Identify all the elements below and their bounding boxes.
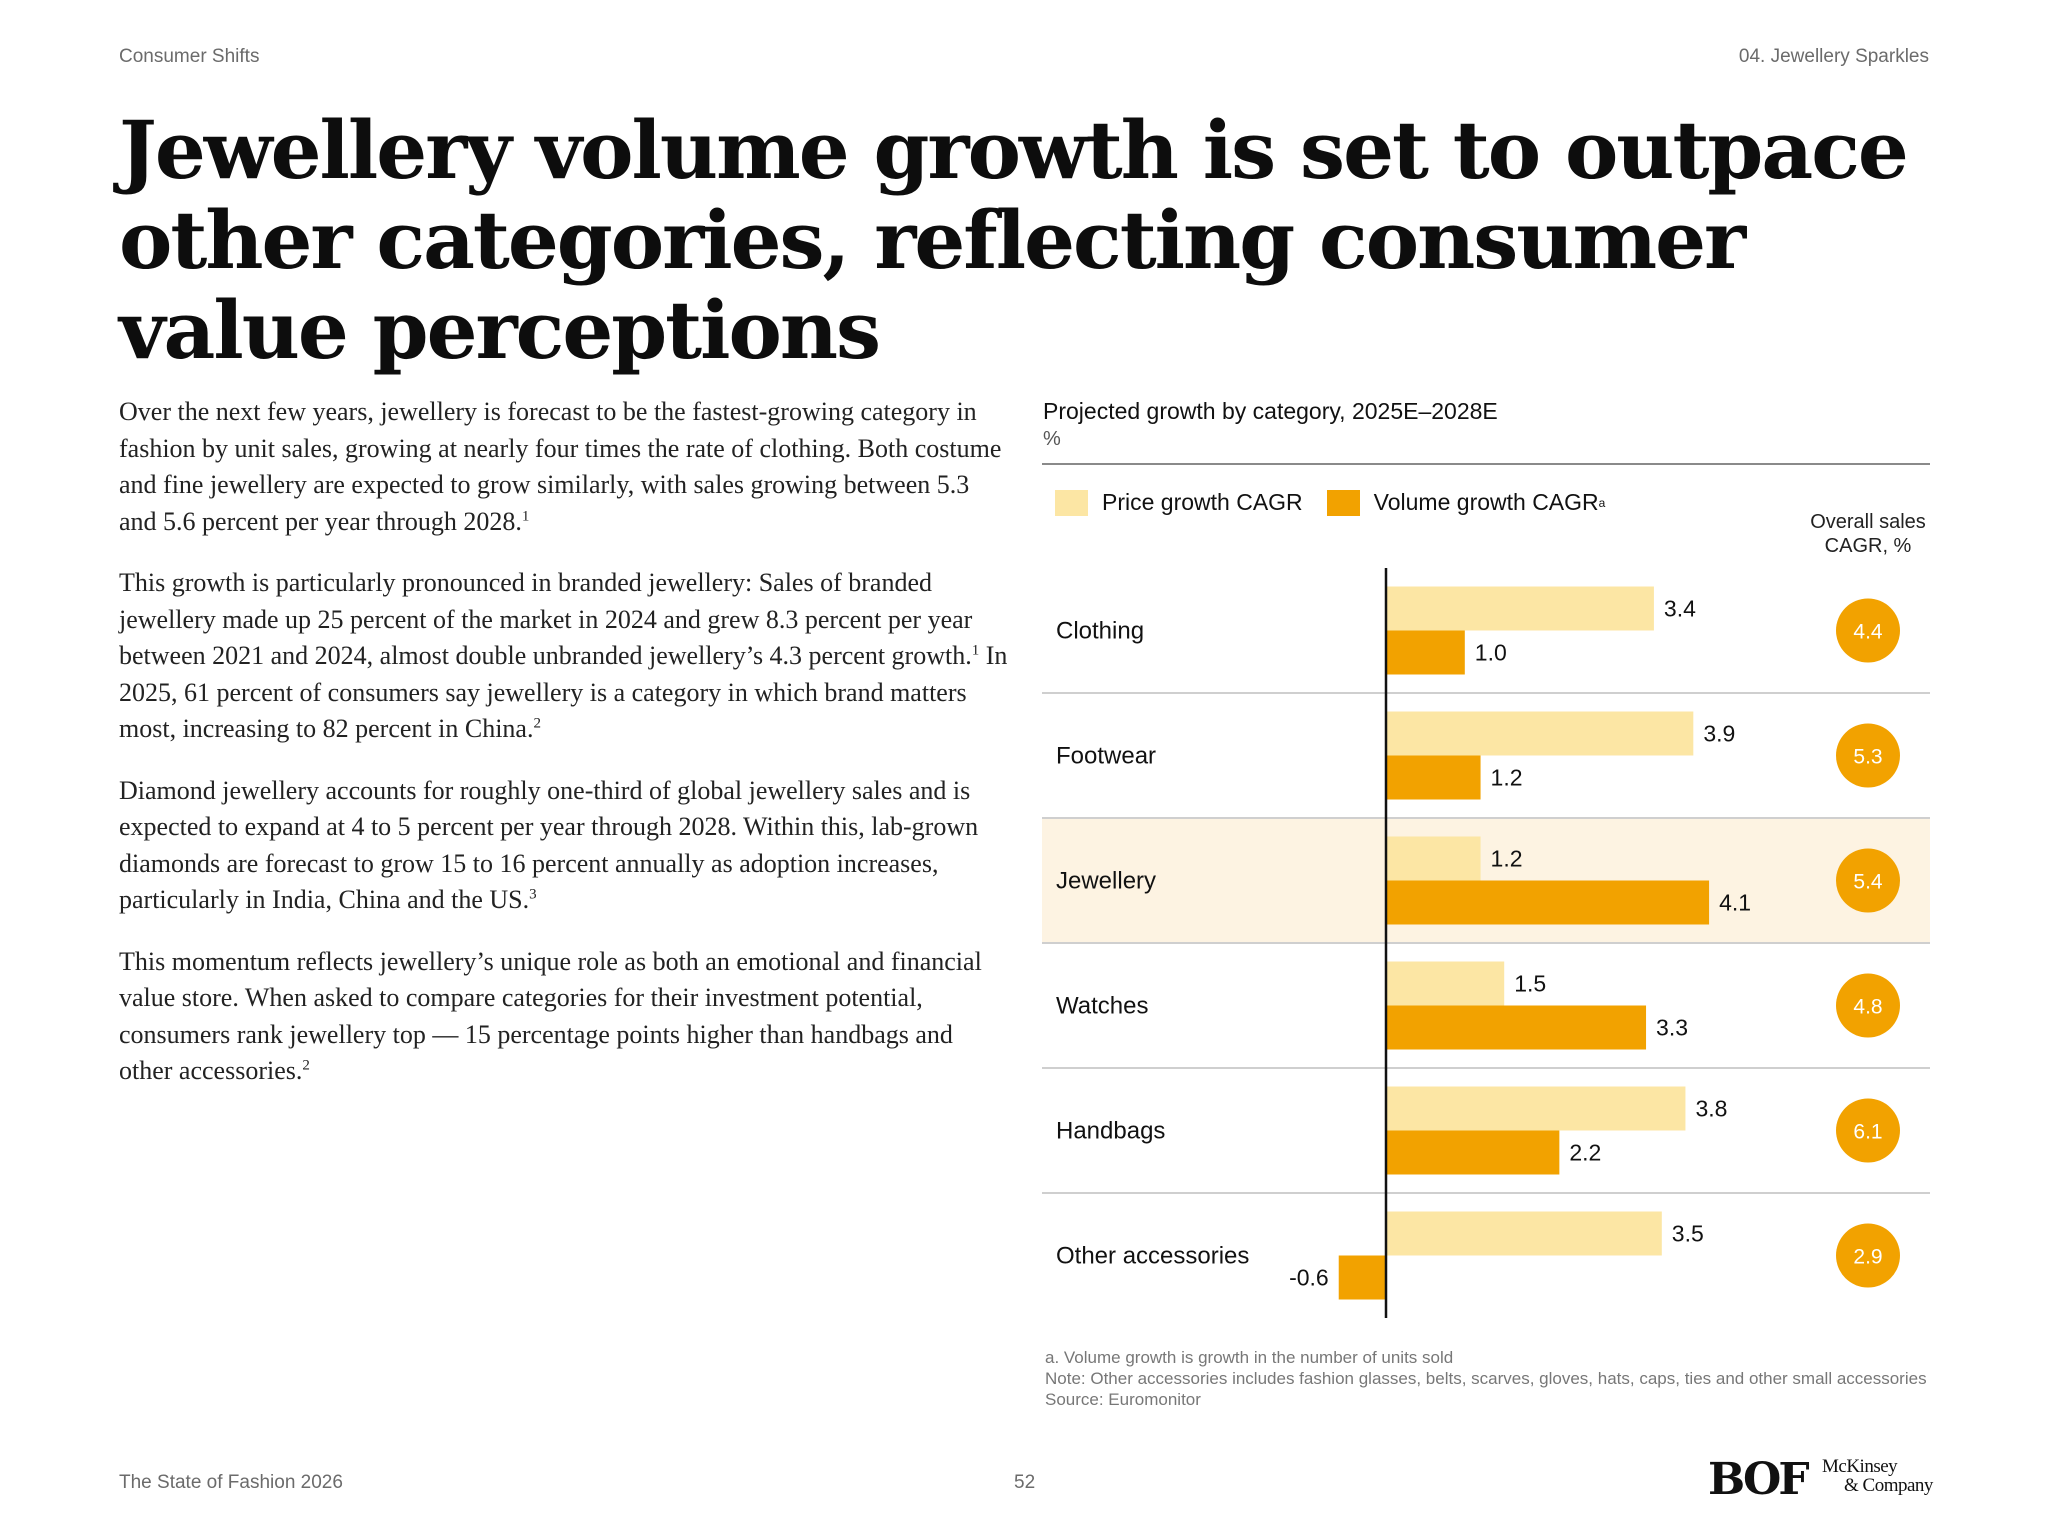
section-label: Consumer Shifts	[119, 46, 260, 67]
price-bar	[1386, 961, 1505, 1006]
overall-value: 5.4	[1853, 871, 1883, 894]
paragraph: Over the next few years, jewellery is fo…	[119, 394, 1009, 540]
bof-logo: BOF	[1708, 1454, 1810, 1505]
overall-value: 5.3	[1853, 746, 1882, 769]
data-label: 1.0	[1475, 640, 1507, 666]
price-bar	[1386, 586, 1654, 631]
footnote-ref: 2	[533, 715, 541, 732]
footnote-ref: 1	[971, 642, 980, 659]
overall-header: Overall sales CAGR, %	[1810, 511, 1926, 557]
footnote-ref: 3	[529, 886, 537, 903]
paragraph-text: This momentum reflects jewellery’s uniqu…	[119, 946, 982, 1086]
volume-bar	[1386, 880, 1710, 925]
footnote-note: Note: Other accessories includes fashion…	[1045, 1369, 1927, 1388]
data-label: 3.3	[1656, 1015, 1688, 1041]
chapter-label: 04. Jewellery Sparkles	[1738, 46, 1929, 67]
body-text: Over the next few years, jewellery is fo…	[119, 394, 1009, 1115]
publication-name: The State of Fashion 2026	[119, 1472, 343, 1493]
data-label: 1.5	[1514, 971, 1546, 997]
overall-value: 4.8	[1853, 996, 1882, 1019]
category-label: Clothing	[1056, 618, 1144, 645]
paragraph: Diamond jewellery accounts for roughly o…	[119, 773, 1009, 919]
data-label: 4.1	[1719, 890, 1751, 916]
footnote-ref: 1	[521, 507, 530, 524]
page-title: Jewellery volume growth is set to outpac…	[119, 103, 1909, 377]
legend-sup: a	[1598, 495, 1606, 510]
paragraph-text: Over the next few years, jewellery is fo…	[119, 397, 1002, 536]
category-label: Watches	[1056, 993, 1148, 1020]
chart-unit: %	[1043, 428, 1061, 450]
data-label: 1.2	[1491, 765, 1523, 791]
price-bar	[1386, 1211, 1662, 1256]
overall-circle	[1836, 1223, 1900, 1288]
overall-circle	[1836, 598, 1900, 663]
overall-value: 6.1	[1853, 1121, 1882, 1144]
overall-circle	[1836, 973, 1900, 1038]
chart-legend: Price growth CAGR Volume growth CAGR a	[1055, 489, 1605, 516]
data-label: 3.4	[1664, 596, 1696, 622]
price-bar	[1386, 711, 1694, 756]
volume-bar	[1386, 755, 1481, 800]
category-label: Jewellery	[1056, 868, 1156, 895]
footnote-ref: 2	[302, 1057, 310, 1074]
data-label: 3.8	[1695, 1096, 1727, 1122]
data-label: 1.2	[1491, 846, 1523, 872]
footnotes: a. Volume growth is growth in the number…	[1045, 1348, 1945, 1411]
paragraph-text: Diamond jewellery accounts for roughly o…	[119, 775, 979, 915]
data-label: 3.9	[1703, 721, 1735, 747]
legend-label-volume: Volume growth CAGR	[1373, 489, 1599, 515]
footnote-a: a. Volume growth is growth in the number…	[1045, 1348, 1454, 1367]
legend-label-price: Price growth CAGR	[1102, 489, 1303, 515]
paragraph: This growth is particularly pronounced i…	[119, 565, 1009, 748]
data-label: -0.6	[1289, 1265, 1329, 1291]
overall-circle	[1836, 848, 1900, 913]
overall-value: 4.4	[1853, 621, 1883, 644]
legend-swatch-price	[1055, 489, 1088, 516]
category-label: Handbags	[1056, 1118, 1165, 1145]
page-number: 52	[1014, 1472, 1036, 1493]
legend-swatch-volume	[1326, 489, 1360, 516]
category-label: Other accessories	[1056, 1243, 1249, 1270]
paragraph-text: In 2025, 61 percent of consumers say jew…	[119, 641, 1008, 743]
data-label: 2.2	[1569, 1140, 1601, 1166]
category-label: Footwear	[1056, 743, 1156, 770]
chart-title: Projected growth by category, 2025E–2028…	[1043, 398, 1498, 424]
mckinsey-logo: McKinsey & Company	[1822, 1456, 1933, 1496]
chart-rule	[1042, 463, 1930, 465]
volume-bar	[1338, 1255, 1386, 1300]
paragraph: This momentum reflects jewellery’s uniqu…	[119, 944, 1009, 1090]
footnote-source: Source: Euromonitor	[1045, 1390, 1201, 1409]
overall-circle	[1836, 723, 1900, 788]
volume-bar	[1386, 1130, 1560, 1175]
paragraph-text: This growth is particularly pronounced i…	[119, 568, 973, 670]
price-bar	[1386, 1086, 1686, 1131]
volume-bar	[1386, 1005, 1647, 1050]
price-bar	[1386, 836, 1481, 881]
volume-bar	[1386, 630, 1465, 675]
overall-circle	[1836, 1098, 1900, 1163]
data-label: 3.5	[1672, 1221, 1704, 1247]
overall-value: 2.9	[1853, 1246, 1882, 1269]
